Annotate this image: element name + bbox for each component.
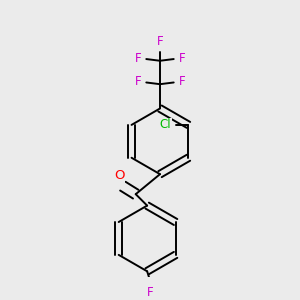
Text: Cl: Cl — [160, 118, 171, 131]
Text: F: F — [135, 52, 141, 65]
Text: F: F — [178, 52, 185, 65]
Text: F: F — [135, 75, 141, 88]
Text: F: F — [178, 75, 185, 88]
Text: F: F — [157, 35, 163, 48]
Text: F: F — [147, 286, 154, 298]
Text: O: O — [114, 169, 125, 182]
